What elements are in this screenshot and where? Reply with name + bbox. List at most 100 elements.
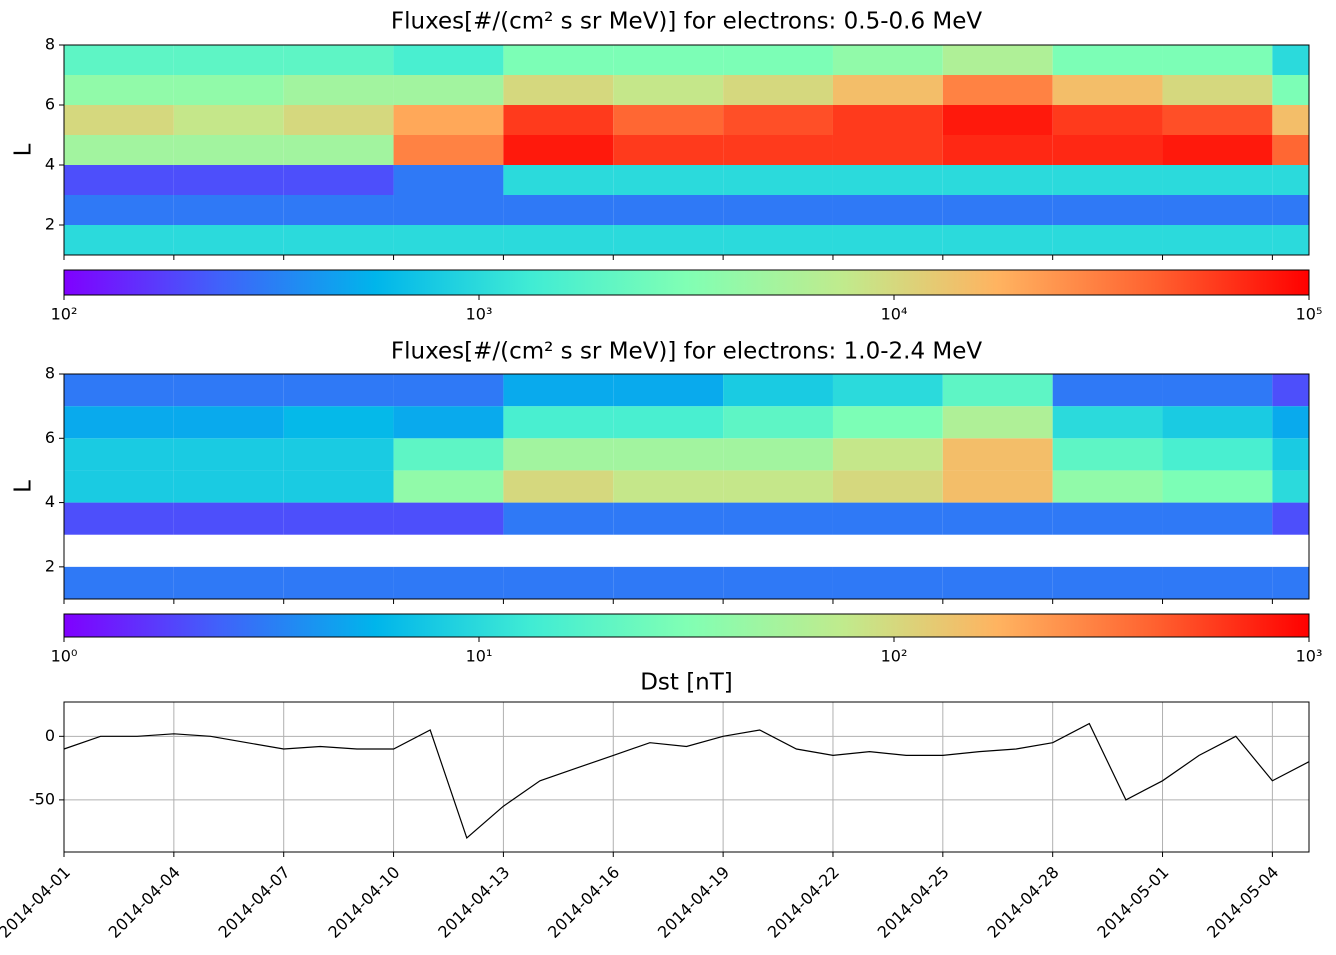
heat-cell	[613, 45, 724, 75]
heat-cell	[503, 165, 614, 195]
chart-title: Fluxes[#/(cm² s sr MeV)] for electrons: …	[391, 339, 983, 365]
x-tick-label: 2014-04-22	[764, 863, 843, 942]
heat-cell	[64, 502, 174, 535]
heat-cell	[64, 470, 174, 503]
heat-cell	[1052, 195, 1163, 225]
heat-cell	[283, 566, 394, 599]
heat-cell	[1162, 406, 1273, 439]
chart-title: Fluxes[#/(cm² s sr MeV)] for electrons: …	[391, 9, 983, 35]
heat-cell	[613, 105, 724, 135]
heat-cell	[942, 75, 1053, 105]
heat-cell	[64, 566, 174, 599]
heat-cell	[832, 566, 943, 599]
heat-cell	[283, 105, 394, 135]
heat-cell	[723, 75, 833, 105]
y-axis-label: L	[11, 480, 37, 493]
heat-cell	[64, 374, 174, 407]
heat-cell	[723, 470, 833, 503]
heat-cell	[942, 470, 1053, 503]
heat-cell	[1272, 105, 1309, 135]
heat-cell	[723, 374, 833, 407]
heat-cell	[503, 438, 614, 471]
heat-cell	[1162, 225, 1273, 255]
y-tick-label: 6	[45, 95, 55, 114]
heat-cell	[64, 225, 174, 255]
heat-cell	[613, 135, 724, 165]
heat-cell	[503, 105, 614, 135]
x-tick-label: 2014-04-07	[215, 863, 294, 942]
heat-cell	[503, 75, 614, 105]
heat-cell	[942, 45, 1053, 75]
y-axis-label: L	[11, 143, 37, 156]
heat-cell	[393, 135, 504, 165]
y-tick-label: 6	[45, 428, 55, 447]
heat-cell	[173, 165, 284, 195]
heat-cell	[393, 45, 504, 75]
heat-cell	[503, 406, 614, 439]
heat-cell	[393, 165, 504, 195]
y-tick-label: 4	[45, 155, 55, 174]
heat-cell	[393, 75, 504, 105]
heat-cell	[1272, 225, 1309, 255]
heat-cell	[613, 374, 724, 407]
heat-cell	[393, 105, 504, 135]
heat-cell	[942, 566, 1053, 599]
colorbar-tick-label: 10¹	[466, 647, 493, 666]
heat-cell	[64, 165, 174, 195]
heat-cell	[393, 502, 504, 535]
heat-cell	[1272, 374, 1309, 407]
heat-cell	[1162, 195, 1273, 225]
heat-cell	[503, 45, 614, 75]
heat-cell	[393, 566, 504, 599]
heat-cell	[173, 45, 284, 75]
heat-cell	[393, 406, 504, 439]
heat-cell	[723, 105, 833, 135]
heat-cell	[723, 135, 833, 165]
heat-cell	[1052, 502, 1163, 535]
heat-cell	[1162, 566, 1273, 599]
heat-cell	[1272, 195, 1309, 225]
heat-cell	[64, 135, 174, 165]
heat-cell	[723, 566, 833, 599]
heat-cell	[173, 566, 284, 599]
heat-cell	[64, 438, 174, 471]
heat-cell	[283, 470, 394, 503]
colorbar-tick-label: 10²	[51, 305, 78, 324]
heat-cell	[723, 502, 833, 535]
heat-cell	[503, 502, 614, 535]
heat-cell	[723, 45, 833, 75]
heat-cell	[1272, 135, 1309, 165]
heat-cell	[1272, 566, 1309, 599]
heat-cell	[173, 470, 284, 503]
heat-cell	[173, 502, 284, 535]
x-tick-label: 2014-05-04	[1203, 863, 1282, 942]
heat-cell	[1052, 406, 1163, 439]
y-tick-label: 2	[45, 215, 55, 234]
heat-cell	[832, 470, 943, 503]
heat-cell	[613, 438, 724, 471]
heat-cell	[393, 225, 504, 255]
heat-cell	[173, 406, 284, 439]
heat-cell	[832, 225, 943, 255]
y-tick-label: 2	[45, 556, 55, 575]
heat-cell	[283, 225, 394, 255]
heat-cell	[613, 75, 724, 105]
colorbar-tick-label: 10³	[1296, 647, 1323, 666]
heat-cell	[503, 135, 614, 165]
heat-cell	[613, 165, 724, 195]
heat-cell	[173, 438, 284, 471]
x-tick-label: 2014-04-25	[874, 863, 953, 942]
y-tick-label: -50	[29, 789, 55, 808]
heat-cell	[503, 374, 614, 407]
heat-cell	[832, 135, 943, 165]
x-tick-label: 2014-04-01	[0, 863, 74, 942]
heat-cell	[832, 502, 943, 535]
heat-cell	[1162, 438, 1273, 471]
heat-cell	[503, 566, 614, 599]
heat-cell	[1052, 374, 1163, 407]
x-tick-label: 2014-04-28	[984, 863, 1063, 942]
heat-cell	[1272, 75, 1309, 105]
heat-cell	[1052, 105, 1163, 135]
heat-cell	[1052, 135, 1163, 165]
